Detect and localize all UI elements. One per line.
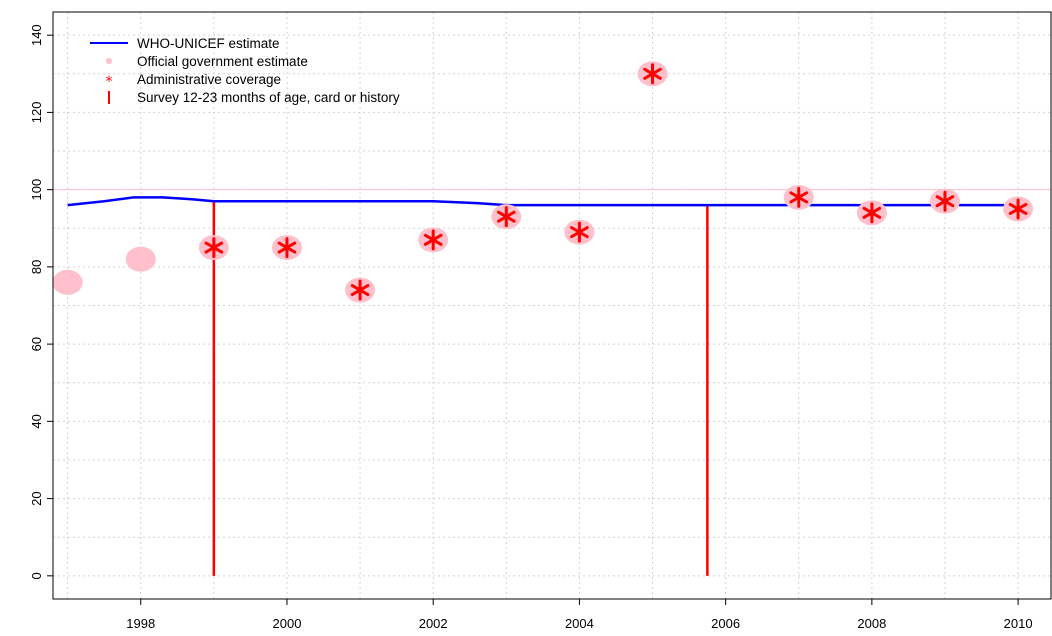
official-estimate-point	[125, 246, 156, 272]
administrative-coverage-point	[350, 279, 370, 301]
legend-entry-who-unicef: WHO-UNICEF estimate	[90, 36, 280, 51]
survey-bars	[212, 201, 709, 576]
plot-frame	[52, 11, 1052, 600]
y-axis: 0 20 40 60 80 100 120 140	[29, 24, 53, 579]
who-unicef-line-group	[67, 196, 1019, 207]
legend-label-survey: Survey 12-23 months of age, card or hist…	[137, 90, 400, 105]
asterisk-stroke	[277, 241, 297, 254]
grid	[53, 12, 1051, 599]
legend: WHO-UNICEF estimate Official government …	[90, 36, 400, 105]
x-tick-label: 2000	[273, 616, 302, 631]
administrative-coverage-point	[1008, 198, 1028, 220]
asterisk-stroke	[643, 67, 662, 80]
administrative-coverage-point	[497, 206, 516, 228]
legend-label-who-unicef: WHO-UNICEF estimate	[137, 36, 280, 51]
administrative-coverage-point	[789, 186, 809, 208]
y-tick-label: 20	[29, 491, 44, 505]
legend-label-official: Official government estimate	[137, 54, 308, 69]
y-tick-label: 60	[29, 337, 44, 351]
legend-entry-administrative: * Administrative coverage	[106, 72, 282, 90]
legend-entry-survey: Survey 12-23 months of age, card or hist…	[108, 90, 400, 105]
asterisk-stroke	[204, 241, 224, 254]
x-tick-label: 2006	[711, 616, 740, 631]
y-tick-label: 120	[29, 102, 44, 124]
administrative-coverage-point	[570, 221, 589, 243]
administrative-coverage-point	[277, 237, 297, 259]
administrative-coverage-point	[643, 63, 662, 85]
administrative-coverage-point	[423, 229, 443, 251]
asterisk-stroke	[935, 195, 955, 208]
x-tick-label: 2008	[857, 616, 886, 631]
asterisk-stroke	[789, 191, 809, 204]
y-tick-label: 40	[29, 414, 44, 428]
asterisk-stroke	[570, 226, 589, 239]
legend-dot-swatch	[106, 58, 112, 64]
asterisk-stroke	[350, 284, 370, 297]
legend-entry-official: Official government estimate	[106, 54, 308, 69]
administrative-coverage-point	[862, 202, 882, 224]
asterisk-stroke	[1008, 202, 1028, 215]
official-estimate-point	[52, 269, 83, 295]
x-axis: 1998 2000 2002 2004 2006 2008 2010	[126, 599, 1033, 631]
asterisk-stroke	[862, 206, 882, 219]
y-tick-label: 100	[29, 179, 44, 201]
x-tick-label: 2004	[565, 616, 594, 631]
administrative-coverage-point	[935, 190, 955, 212]
x-tick-label: 1998	[126, 616, 155, 631]
x-tick-label: 2002	[419, 616, 448, 631]
y-tick-label: 80	[29, 260, 44, 274]
administrative-coverage-point	[204, 237, 224, 259]
asterisk-stroke	[497, 210, 516, 223]
legend-label-administrative: Administrative coverage	[137, 72, 281, 87]
legend-asterisk-swatch: *	[106, 74, 113, 90]
asterisk-stroke	[423, 233, 443, 246]
y-tick-label: 140	[29, 24, 44, 46]
x-tick-label: 2010	[1004, 616, 1033, 631]
y-tick-label: 0	[29, 572, 44, 579]
who-unicef-line	[67, 196, 1019, 207]
administrative-coverage-points	[204, 63, 1028, 301]
